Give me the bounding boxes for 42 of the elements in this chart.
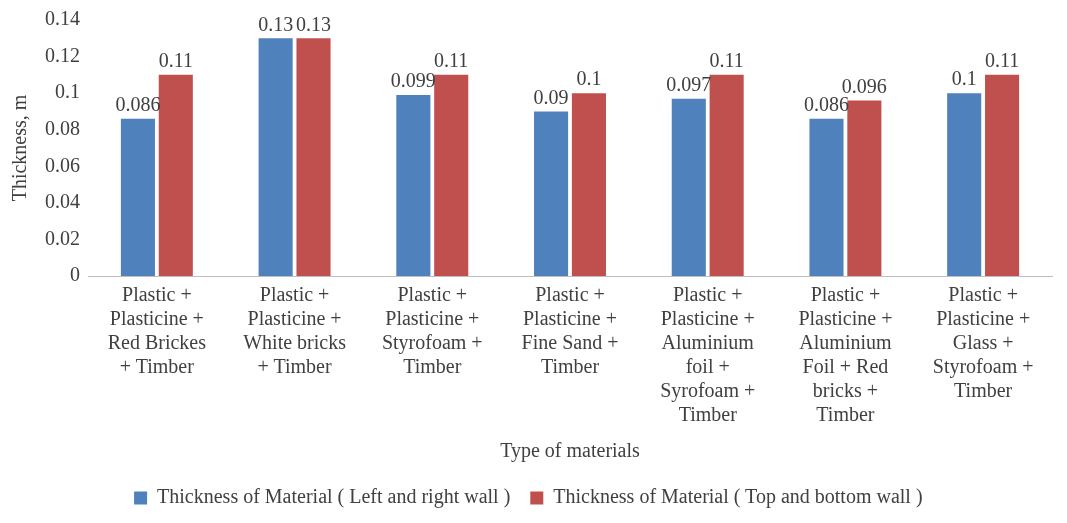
legend-label: Thickness of Material ( Top and bottom wall ) [553, 485, 923, 509]
x-tick-label: Plastic + Plasticine + Styrofoam + Timber [381, 283, 483, 378]
data-label: 0.11 [434, 49, 469, 72]
y-tick-label: 0.08 [45, 116, 80, 139]
y-tick-label: 0 [70, 263, 80, 286]
y-tick-label: 0.04 [45, 190, 80, 213]
x-tick-label: Plastic + Plasticine + Fine Sand + Timber [521, 283, 619, 378]
bar [158, 74, 193, 276]
data-label: 0.11 [984, 49, 1020, 72]
bar [534, 111, 569, 276]
bar [947, 93, 982, 276]
bar [396, 94, 431, 276]
y-tick-label: 0.1 [55, 80, 80, 103]
bar [847, 100, 882, 276]
data-label: 0.11 [158, 49, 193, 72]
data-label: 0.1 [951, 67, 977, 90]
bar [434, 74, 469, 276]
bar [709, 74, 744, 276]
x-axis-title: Type of materials [500, 439, 641, 463]
y-axis-title: Thickness, m [8, 94, 31, 202]
y-tick-label: 0.14 [45, 7, 80, 30]
x-tick-label: Plastic + Plasticine + Aluminium Foil + Red bricks + Timber [798, 283, 893, 426]
bar [296, 38, 331, 276]
x-tick-label: Plastic + Plasticine + Red Brickes + Timber [107, 283, 207, 378]
data-label: 0.09 [533, 85, 569, 108]
data-label: 0.13 [258, 12, 294, 35]
y-tick-label: 0.02 [45, 226, 80, 249]
bar [571, 93, 606, 276]
x-tick-label: Plastic + Plasticine + Glass + Styrofoam + Timber [932, 283, 1034, 402]
bar [258, 38, 293, 276]
y-tick-label: 0.06 [45, 153, 80, 176]
y-tick-label: 0.12 [45, 43, 80, 66]
bar [671, 98, 706, 276]
bar [985, 74, 1020, 276]
data-label: 0.13 [296, 12, 332, 35]
legend-label: Thickness of Material ( Left and right wall ) [157, 485, 511, 509]
data-label: 0.11 [709, 49, 744, 72]
x-tick-label: Plastic + Plasticine + Aluminium foil + Syrofoam + Timber [660, 283, 756, 426]
bar [120, 118, 155, 276]
data-label: 0.1 [576, 67, 602, 90]
bar [809, 118, 844, 276]
x-tick-label: Plastic + Plasticine + White bricks + Timber [243, 283, 347, 378]
